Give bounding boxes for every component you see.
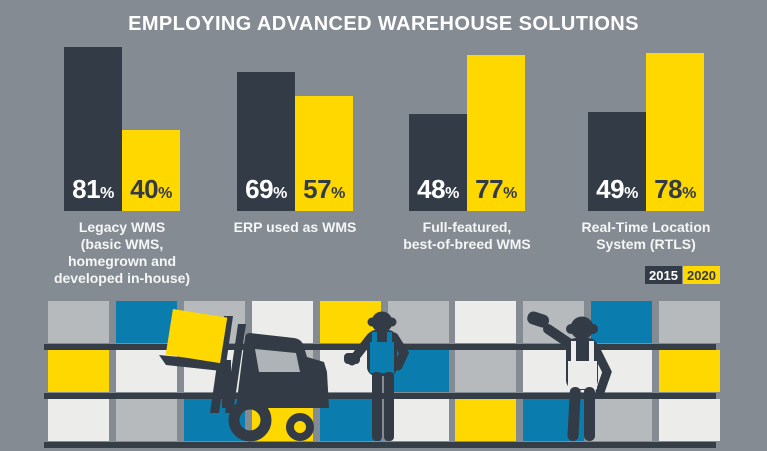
shelf-crate-yellow xyxy=(320,301,381,343)
shelf-crate-gray xyxy=(252,350,313,392)
shelf-crate-blue xyxy=(388,350,449,392)
shelf-beam xyxy=(44,442,716,448)
category-label: Full-featured, best-of-breed WMS xyxy=(372,219,562,253)
category-label-line: homegrown and xyxy=(67,253,177,269)
bar-value-label: 78% xyxy=(654,174,696,204)
category-label-line: best-of-breed WMS xyxy=(403,236,531,252)
category-label: ERP used as WMS xyxy=(200,219,390,236)
shelf-crate-white xyxy=(320,350,381,392)
legend-badge-2020: 2020 xyxy=(683,266,720,284)
bar-2020-group3: 77% xyxy=(467,55,525,211)
category-label-line: Full-featured, xyxy=(422,219,512,235)
bar-value-label: 69% xyxy=(245,174,287,204)
shelf-crate-gray xyxy=(48,301,109,343)
shelf-crate-gray xyxy=(455,350,516,392)
shelf-crate-white xyxy=(388,399,449,441)
category-label: Real-Time Location System (RTLS) xyxy=(551,219,741,253)
shelf-crate-white xyxy=(591,350,652,392)
shelf-crate-blue xyxy=(184,399,245,441)
shelf-crate-gray xyxy=(659,301,720,343)
shelf-crate-gray xyxy=(591,399,652,441)
shelf-crate-white xyxy=(116,350,177,392)
page-title: EMPLOYING ADVANCED WAREHOUSE SOLUTIONS xyxy=(128,13,639,35)
bar-value-label: 49% xyxy=(596,174,638,204)
shelf-crate-gray xyxy=(184,301,245,343)
shelf-crate-white xyxy=(184,350,245,392)
shelf-beam xyxy=(44,393,716,399)
shelf-crate-blue xyxy=(591,301,652,343)
shelf-crate-blue xyxy=(116,301,177,343)
category-label-line: ERP used as WMS xyxy=(233,219,357,235)
shelf-crate-white xyxy=(455,301,516,343)
bar-value-label: 77% xyxy=(475,174,517,204)
shelf-crate-yellow xyxy=(455,399,516,441)
bar-2015-group4: 49% xyxy=(588,112,646,211)
bar-2020-group4: 78% xyxy=(646,53,704,211)
shelf-crate-gray xyxy=(116,399,177,441)
category-label-line: System (RTLS) xyxy=(596,236,696,252)
shelf-crate-white xyxy=(252,301,313,343)
category-label-line: Real-Time Location xyxy=(581,219,711,235)
bar-2015-group1: 81% xyxy=(64,47,122,211)
category-label-line: developed in-house) xyxy=(53,270,191,286)
shelf-crate-blue xyxy=(523,399,584,441)
shelf-crate-white xyxy=(48,399,109,441)
shelf-crate-gray xyxy=(523,301,584,343)
bar-2015-group2: 69% xyxy=(237,72,295,211)
shelf-crate-yellow xyxy=(252,399,313,441)
shelf-crate-white xyxy=(523,350,584,392)
category-label-line: Legacy WMS xyxy=(78,219,166,235)
legend-badge-2015: 2015 xyxy=(645,266,682,284)
bar-value-label: 81% xyxy=(72,174,114,204)
shelf-crate-yellow xyxy=(659,350,720,392)
shelf-crate-white xyxy=(659,399,720,441)
shelf-crate-blue xyxy=(320,399,381,441)
shelf-beam xyxy=(44,344,716,350)
bar-value-label: 48% xyxy=(417,174,459,204)
bar-value-label: 57% xyxy=(303,174,345,204)
shelf-crate-yellow xyxy=(48,350,109,392)
shelf-crate-gray xyxy=(388,301,449,343)
bar-2020-group1: 40% xyxy=(122,130,180,211)
bar-2020-group2: 57% xyxy=(295,96,353,211)
category-label-line: (basic WMS, xyxy=(80,236,164,252)
bar-2015-group3: 48% xyxy=(409,114,467,211)
category-label: Legacy WMS (basic WMS, homegrown and develo… xyxy=(27,219,217,287)
bar-value-label: 40% xyxy=(130,174,172,204)
